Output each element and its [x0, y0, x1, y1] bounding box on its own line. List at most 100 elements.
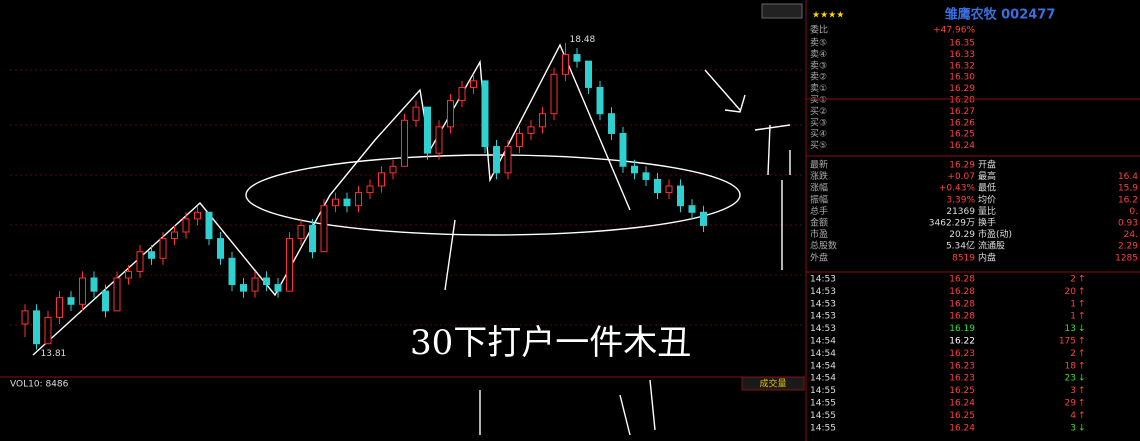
- candle-body: [665, 185, 673, 194]
- book-price: 16.32: [949, 61, 975, 71]
- trade-time: 14:54: [810, 349, 836, 359]
- stat-label2: 换手: [978, 217, 996, 229]
- trade-price: 16.22: [949, 337, 975, 347]
- trade-price: 16.28: [949, 287, 975, 297]
- book-price: 16.26: [949, 118, 975, 128]
- candle-body: [389, 165, 397, 174]
- book-price: 16.29: [949, 84, 975, 94]
- candle-body: [182, 218, 190, 233]
- book-label: 卖②: [810, 72, 827, 83]
- candle-body: [458, 86, 466, 102]
- candle-body: [205, 211, 213, 240]
- candle-body: [608, 113, 615, 134]
- candle-body: [424, 106, 431, 154]
- stat-value2: 16.4: [1118, 172, 1138, 182]
- trade-volume: 3: [1070, 386, 1076, 396]
- trade-price: 16.23: [949, 374, 975, 384]
- ratio-value: +47.96%: [933, 26, 975, 36]
- volume-label: VOL10: 8486: [10, 380, 69, 390]
- stat-value: 5.34亿: [946, 240, 975, 252]
- stat-value: +0.43%: [939, 184, 976, 194]
- book-label: 卖①: [810, 83, 827, 94]
- stat-value2: 0.: [1129, 207, 1138, 217]
- trade-volume: 1: [1070, 312, 1076, 322]
- candle-body: [688, 205, 696, 213]
- trade-dir: ↑: [1078, 312, 1086, 322]
- trade-time: 14:53: [810, 324, 836, 334]
- book-label: 卖⑤: [810, 38, 827, 49]
- trade-dir: ↑: [1078, 411, 1086, 421]
- trade-volume: 20: [1065, 287, 1077, 297]
- candle-body: [654, 178, 661, 194]
- trade-time: 14:53: [810, 312, 836, 322]
- book-label: 买②: [810, 106, 827, 117]
- stat-value: 8519: [952, 253, 975, 263]
- candle-body: [125, 270, 132, 279]
- trade-time: 14:55: [810, 411, 836, 421]
- candle-body: [562, 54, 569, 75]
- book-price: 16.28: [949, 96, 975, 106]
- candle-body: [412, 106, 420, 121]
- book-price: 16.35: [949, 39, 975, 49]
- trade-price: 16.24: [949, 399, 975, 409]
- candle-body: [447, 100, 454, 128]
- trade-time: 14:55: [810, 386, 836, 396]
- trade-dir: ↑: [1078, 399, 1086, 409]
- candle-body: [148, 251, 155, 259]
- toolbar[interactable]: [761, 3, 803, 19]
- candle-body: [493, 146, 500, 174]
- candle-body: [113, 277, 121, 312]
- trade-volume: 29: [1065, 399, 1077, 409]
- candle-body: [194, 211, 201, 220]
- low-mark: 13.81: [41, 349, 67, 359]
- trade-time: 14:55: [810, 399, 836, 409]
- candle-body: [102, 290, 109, 312]
- stat-value2: 24.: [1124, 230, 1138, 240]
- candle-body: [228, 257, 236, 286]
- trade-dir: ↑: [1078, 361, 1086, 371]
- candle-body: [677, 185, 684, 207]
- volume-button[interactable]: [741, 376, 805, 391]
- stat-value: +0.07: [947, 172, 975, 182]
- stat-value: 20.29: [949, 230, 975, 240]
- stat-label2: 均价: [978, 193, 996, 205]
- candle-body: [309, 224, 316, 253]
- candle-body: [217, 238, 224, 259]
- stat-label2: 市盈(动): [978, 228, 1012, 240]
- candle-body: [504, 146, 512, 174]
- trade-time: 14:54: [810, 361, 836, 371]
- stat-label: 总股数: [810, 240, 837, 252]
- trade-price: 16.25: [949, 386, 975, 396]
- candle-body: [378, 172, 385, 187]
- trade-volume: 175: [1059, 337, 1076, 347]
- trade-time: 14:53: [810, 299, 836, 309]
- stat-label: 涨幅: [810, 182, 828, 194]
- candle-body: [366, 185, 374, 194]
- candle-body: [159, 238, 167, 259]
- candle-body: [21, 310, 29, 325]
- annotation: 30下打户一件木丑: [410, 323, 691, 363]
- stars: ★★★★: [812, 11, 844, 21]
- stat-value2: 16.2: [1118, 195, 1138, 205]
- book-label: 卖④: [810, 49, 827, 60]
- book-label: 买③: [810, 117, 827, 128]
- trade-time: 14:54: [810, 337, 836, 347]
- candle-body: [642, 172, 650, 180]
- stat-value: 3.39%: [946, 195, 975, 205]
- candle-body: [481, 80, 489, 148]
- candle-body: [619, 132, 627, 167]
- trade-dir: ↓: [1078, 324, 1086, 334]
- stat-label2: 开盘: [978, 159, 996, 171]
- book-price: 16.24: [949, 141, 975, 151]
- candle-body: [286, 238, 293, 292]
- ratio-label: 委比: [810, 24, 828, 36]
- trade-dir: ↓: [1078, 374, 1086, 384]
- trade-volume: 3: [1070, 423, 1076, 433]
- trade-dir: ↓: [1078, 423, 1086, 433]
- book-label: 买①: [810, 95, 827, 106]
- stat-value2: 2.29: [1118, 242, 1138, 252]
- book-price: 16.25: [949, 130, 975, 140]
- candle-body: [274, 284, 282, 292]
- trade-dir: ↑: [1078, 287, 1086, 297]
- trade-volume: 18: [1065, 361, 1077, 371]
